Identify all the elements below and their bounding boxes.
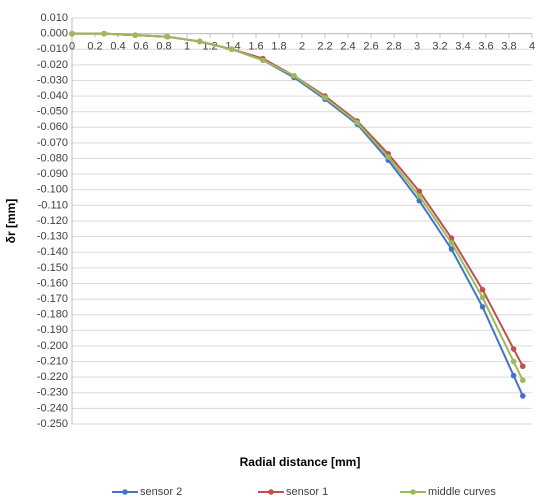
point <box>385 154 392 160</box>
x-tick-label: 0.6 <box>133 41 148 53</box>
x-tick-label: 3.6 <box>478 41 493 53</box>
x-tick-label: 3.4 <box>455 41 470 53</box>
y-tick-label: -0.130 <box>37 231 68 243</box>
point <box>479 304 486 310</box>
series-line <box>72 32 524 397</box>
point <box>520 363 526 370</box>
series-line <box>72 32 524 381</box>
x-tick-label: 0.2 <box>87 41 102 53</box>
legend-label: sensor 1 <box>286 486 328 498</box>
y-tick-label: -0.140 <box>37 246 68 258</box>
point <box>520 393 526 399</box>
point <box>69 30 75 37</box>
point <box>448 246 455 252</box>
y-tick-label: -0.090 <box>37 168 68 180</box>
point <box>479 294 486 301</box>
x-tick-label: 1.6 <box>248 41 263 53</box>
y-tick-label: -0.170 <box>37 293 68 305</box>
x-tick-label: 4 <box>529 41 535 53</box>
y-axis-title: δr [mm] <box>4 199 18 244</box>
x-tick-label: 0.8 <box>156 41 171 53</box>
y-tick-label: -0.020 <box>37 59 68 71</box>
point <box>416 193 423 199</box>
point <box>322 94 328 101</box>
point <box>510 372 517 379</box>
y-tick-label: -0.250 <box>37 418 68 430</box>
y-tick-label: -0.060 <box>37 121 68 133</box>
x-tick-label: 2.2 <box>317 41 332 53</box>
point <box>132 32 139 38</box>
point <box>101 30 107 37</box>
point <box>229 46 235 53</box>
point <box>510 358 517 365</box>
x-tick-label: 2.4 <box>340 41 355 53</box>
x-tick-label: 2.8 <box>386 41 401 53</box>
y-tick-label: -0.190 <box>37 324 68 336</box>
legend-label: middle curves <box>428 486 496 498</box>
y-tick-label: -0.230 <box>37 387 68 399</box>
y-tick-label: -0.150 <box>37 262 68 274</box>
point <box>291 72 297 79</box>
point <box>260 57 266 63</box>
y-tick-label: -0.040 <box>37 90 68 102</box>
point <box>510 346 517 352</box>
x-tick-label: 3.8 <box>501 41 516 53</box>
x-tick-label: 2 <box>299 41 305 53</box>
point <box>520 377 526 384</box>
point <box>479 286 486 293</box>
legend-marker <box>410 489 416 495</box>
x-tick-label: 0 <box>69 41 75 53</box>
y-tick-label: -0.010 <box>37 43 68 55</box>
y-tick-label: -0.210 <box>37 355 68 367</box>
legend-marker <box>122 489 128 495</box>
y-tick-label: -0.110 <box>38 199 68 211</box>
x-tick-label: 1.8 <box>271 41 286 53</box>
y-tick-label: -0.220 <box>37 371 68 383</box>
y-tick-label: -0.180 <box>37 309 68 321</box>
legend-marker <box>268 489 274 495</box>
point <box>196 38 203 45</box>
x-tick-label: 1 <box>184 41 190 53</box>
x-tick-label: 3 <box>414 41 420 53</box>
y-tick-label: 0.000 <box>40 28 68 40</box>
y-tick-label: -0.240 <box>37 402 68 414</box>
y-tick-label: -0.120 <box>37 215 68 227</box>
y-tick-label: -0.160 <box>37 277 68 289</box>
series-line <box>72 32 524 367</box>
y-tick-label: 0.010 <box>40 12 68 24</box>
x-tick-label: 0.4 <box>110 41 125 53</box>
y-tick-label: -0.050 <box>37 106 68 118</box>
y-tick-label: -0.070 <box>37 137 68 149</box>
legend-label: sensor 2 <box>140 486 182 498</box>
y-tick-label: -0.080 <box>37 152 68 164</box>
point <box>354 119 361 126</box>
x-axis-title: Radial distance [mm] <box>240 455 361 469</box>
point <box>164 33 171 40</box>
x-tick-label: 3.2 <box>432 41 447 53</box>
y-tick-label: -0.200 <box>37 340 68 352</box>
point <box>448 240 455 246</box>
x-tick-label: 2.6 <box>363 41 378 53</box>
y-tick-label: -0.030 <box>37 74 68 86</box>
y-tick-label: -0.100 <box>37 184 68 196</box>
